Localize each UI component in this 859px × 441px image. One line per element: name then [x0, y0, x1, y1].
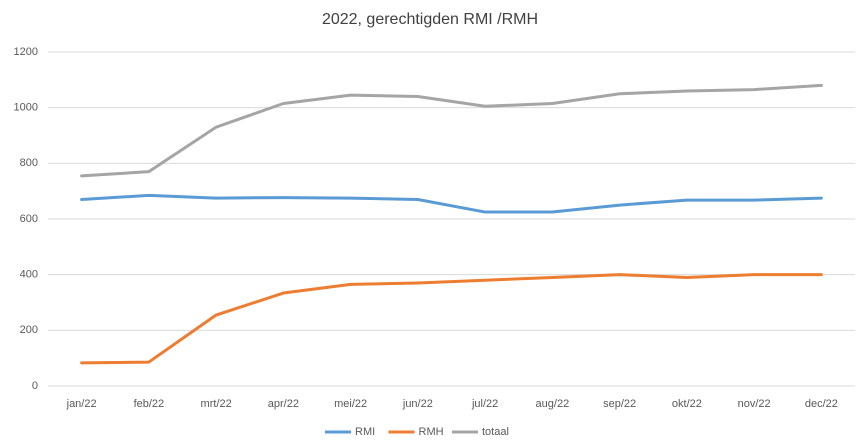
legend-label: RMH [419, 426, 444, 438]
chart-title: 2022, gerechtigden RMI /RMH [322, 11, 538, 28]
x-tick-label: okt/22 [672, 398, 702, 410]
x-tick-label: jul/22 [471, 398, 498, 410]
x-tick-label: mei/22 [334, 398, 367, 410]
legend-label: RMI [355, 426, 375, 438]
x-tick-label: mrt/22 [201, 398, 232, 410]
x-tick-label: jun/22 [402, 398, 433, 410]
x-tick-label: aug/22 [536, 398, 570, 410]
line-series [80, 83, 823, 178]
y-tick-label: 600 [20, 213, 38, 225]
legend-label: totaal [482, 426, 509, 438]
x-tick-label: jan/22 [66, 398, 97, 410]
x-tick-label: feb/22 [134, 398, 165, 410]
y-tick-label: 1000 [14, 102, 38, 114]
x-tick-label: apr/22 [268, 398, 299, 410]
x-tick-label: sep/22 [603, 398, 636, 410]
x-tick-label: nov/22 [738, 398, 771, 410]
y-tick-label: 400 [20, 269, 38, 281]
x-tick-label: dec/22 [805, 398, 838, 410]
y-tick-label: 200 [20, 324, 38, 336]
y-tick-label: 800 [20, 157, 38, 169]
line-series [80, 273, 823, 365]
y-tick-label: 0 [32, 380, 38, 392]
y-tick-label: 1200 [14, 46, 38, 58]
line-series [80, 193, 823, 214]
